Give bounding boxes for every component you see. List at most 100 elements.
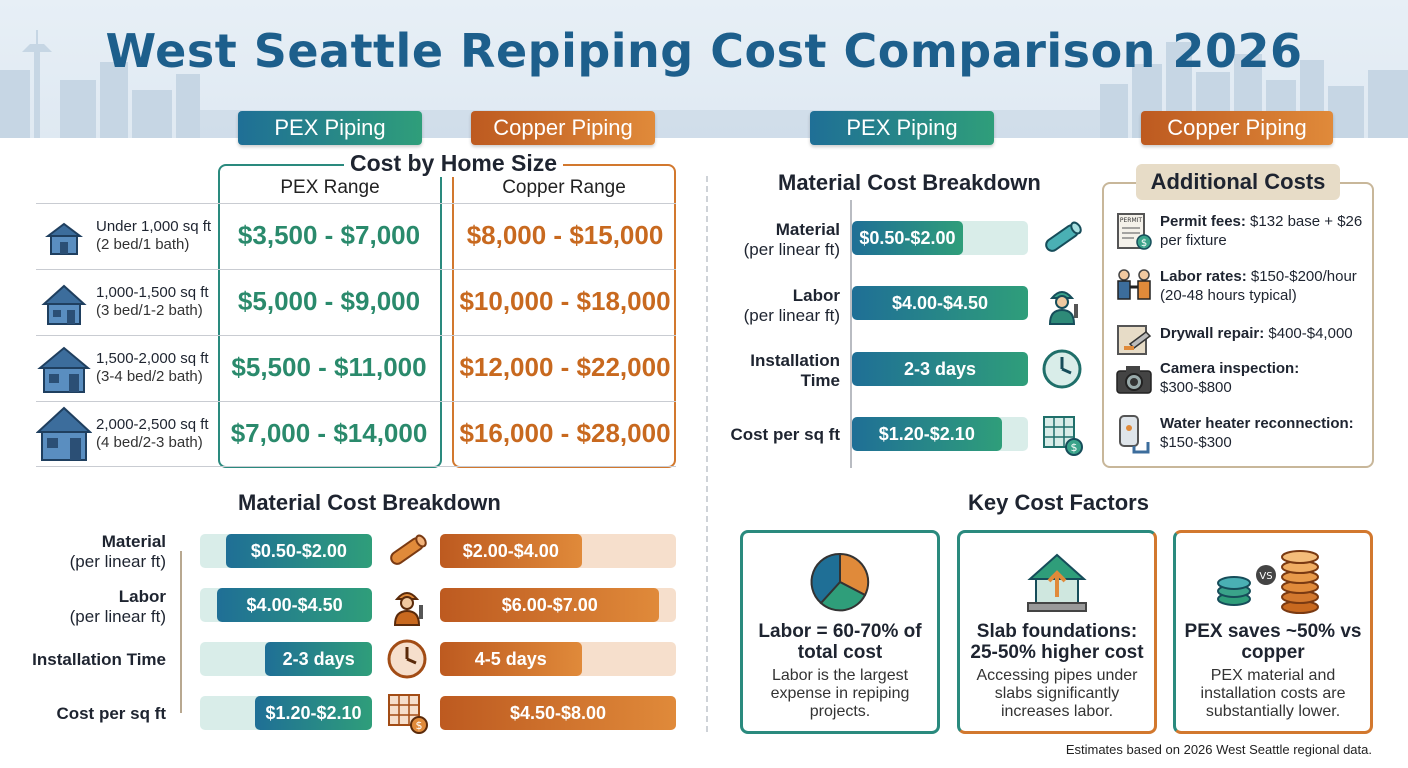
plumber-icon [393,592,423,626]
pex-pipe-icon [1045,221,1082,252]
medium-house-icon [37,346,91,393]
small-house-icon [45,222,83,255]
copper-bar: $2.00-$4.00 [440,534,582,568]
clock-icon [1042,349,1082,389]
pex-bar-track: $1.20-$2.10 [852,417,1028,451]
additional-cost-name: Permit fees: [1160,213,1246,230]
additional-cost-value: $132 base + $26 per fixture [1160,213,1363,249]
page-title: West Seattle Repiping Cost Comparison 20… [105,24,1303,78]
additional-cost-name: Water heater reconnection: [1160,415,1354,432]
copper-bar: $4.50-$8.00 [440,696,676,730]
breakdown-label: Cost per sq ft [56,704,166,723]
breakdown-label: Material [101,532,166,551]
breakdown-label: Installation Time [32,650,166,669]
copper-piping-label-right: Copper Piping [1141,111,1333,145]
pex-bar: 2-3 days [852,352,1028,386]
copper-bar: 4-5 days [440,642,582,676]
header-banner: West Seattle Repiping Cost Comparison 20… [0,0,1408,138]
material-breakdown-title-left: Material Cost Breakdown [238,490,501,515]
copper-range-header: Copper Range [502,177,626,198]
copper-range-value: $8,000 - $15,000 [466,220,664,250]
pex-bar: 2-3 days [265,642,372,676]
home-size-row: 1,500-2,000 sq ft (3-4 bed/2 bath) $5,50… [36,335,676,401]
key-factor-card: VS PEX saves ~50% vs copper PEX material… [1173,530,1373,734]
handshake-icon [1117,269,1151,300]
bracket-line [180,551,182,713]
pex-range-value: $7,000 - $14,000 [230,418,428,448]
breakdown-label: Cost per sq ft [730,425,840,444]
breakdown-label: Installation [750,351,840,370]
svg-text:$: $ [416,719,423,732]
home-size-label: Under 1,000 sq ft [96,218,212,235]
coins-vs-icon: VS [1217,550,1319,614]
copper-bar-track: $6.00-$7.00 [440,588,676,622]
pex-piping-label-left: PEX Piping [238,111,422,145]
water-heater-icon [1119,415,1150,454]
additional-cost-item: Water heater reconnection: $150-$300 [1114,414,1370,462]
copper-pipe-icon [390,534,427,565]
additional-costs-title: Additional Costs [1136,164,1340,200]
pex-bar: $0.50-$2.00 [852,221,963,255]
home-size-beds: (2 bed/1 bath) [96,236,190,253]
pex-bar-track: $0.50-$2.00 [852,221,1028,255]
additional-cost-name: Camera inspection: [1160,360,1300,377]
pex-range-header: PEX Range [280,177,380,198]
drywall-icon [1117,325,1152,355]
additional-cost-name: Drywall repair: [1160,325,1265,342]
copper-range-value: $10,000 - $18,000 [459,286,671,316]
breakdown-sublabel: (per linear ft) [743,306,840,325]
home-size-label: 2,000-2,500 sq ft [96,416,209,433]
additional-cost-name: Labor rates: [1160,268,1247,285]
additional-cost-value: $400-$4,000 [1264,325,1353,342]
plumber-icon [1048,291,1078,325]
copper-bar: $6.00-$7.00 [440,588,660,622]
pex-bar: $1.20-$2.10 [852,417,1002,451]
pex-range-value: $3,500 - $7,000 [237,220,421,250]
home-size-title: Cost by Home Size [344,150,564,177]
floor-plan-cost-icon: $ [1043,416,1083,456]
house-slab-icon [1027,553,1087,612]
key-factor-card: Slab foundations: 25-50% higher cost Acc… [957,530,1157,734]
axis-line [850,200,852,468]
pex-bar-track: 2-3 days [200,642,372,676]
house-icon [41,284,87,325]
key-factor-body: PEX material and installation costs are … [1200,667,1346,720]
home-size-row: 2,000-2,500 sq ft (4 bed/2-3 bath) $7,00… [36,401,676,467]
key-factor-body: Labor is the largest expense in repiping… [770,667,910,720]
key-factor-heading: Slab foundations: 25-50% higher cost [970,621,1144,663]
copper-piping-label-left: Copper Piping [471,111,655,145]
svg-text:PERMIT: PERMIT [1120,217,1143,224]
breakdown-sublabel: (per linear ft) [69,552,166,571]
footnote: Estimates based on 2026 West Seattle reg… [1065,742,1372,757]
additional-cost-item: PERMIT $ Permit fees: $132 base + $26 pe… [1114,212,1370,260]
home-size-label: 1,000-1,500 sq ft [96,284,209,301]
pex-range-value: $5,500 - $11,000 [231,352,427,382]
key-factor-body: Accessing pipes under slabs significantl… [976,667,1138,720]
key-factor-card: Labor = 60-70% of total cost Labor is th… [740,530,940,734]
copper-bar-track: $4.50-$8.00 [440,696,676,730]
large-house-icon [36,406,92,461]
breakdown-label: Material [775,220,840,239]
camera-icon [1116,366,1152,394]
additional-cost-value: $150-$300 [1160,434,1232,451]
breakdown-sublabel: (per linear ft) [743,240,840,259]
home-size-label: 1,500-2,000 sq ft [96,350,209,367]
home-size-beds: (3-4 bed/2 bath) [96,368,203,385]
pex-piping-label-right: PEX Piping [810,111,994,145]
svg-text:$: $ [1071,441,1078,454]
home-size-beds: (3 bed/1-2 bath) [96,302,203,319]
pex-range-value: $5,000 - $9,000 [237,286,421,316]
copper-range-box [452,164,676,468]
clock-icon [387,639,427,679]
additional-costs-box [1102,182,1374,468]
pex-bar: $0.50-$2.00 [225,534,372,568]
floor-plan-cost-icon: $ [388,694,428,734]
pie-chart-icon [810,552,870,612]
copper-bar-track: 4-5 days [440,642,676,676]
additional-cost-value: $150-$200/hour (20-48 hours typical) [1160,268,1357,304]
pex-bar-track: $0.50-$2.00 [200,534,372,568]
section-divider [706,176,708,732]
pex-bar-track: $4.00-$4.50 [200,588,372,622]
key-factors-title: Key Cost Factors [968,490,1149,515]
copper-range-value: $12,000 - $22,000 [459,352,671,382]
